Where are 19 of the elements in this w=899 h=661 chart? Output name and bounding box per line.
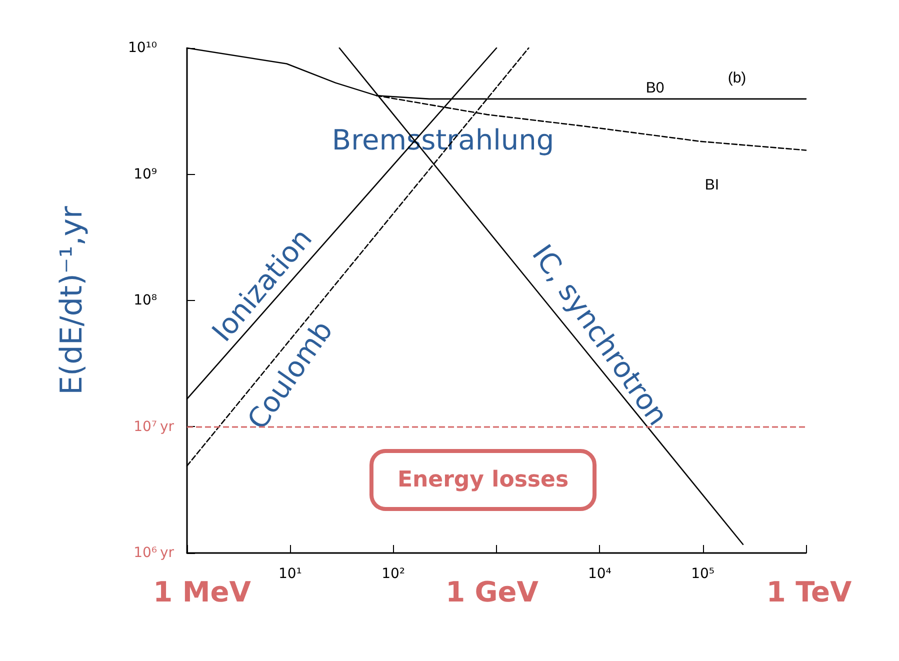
text: 1 TeV <box>766 576 852 608</box>
x-tick-label: 10⁴ <box>588 566 612 582</box>
x-tick-label: 10⁵ <box>691 566 715 582</box>
annotation: (b) <box>728 70 746 86</box>
y-tick-label: 10¹⁰ <box>128 40 158 56</box>
x-tick-label: 10² <box>382 566 406 582</box>
y-tick-label: 10⁶ <box>134 545 158 561</box>
text: 1 MeV <box>153 576 252 608</box>
x-tick-label: 10¹ <box>278 566 302 582</box>
annotation: BI <box>704 176 720 194</box>
y-axis-title: E(dE/dt)⁻¹,yr <box>54 205 90 395</box>
text: 1 GeV <box>446 576 539 608</box>
text: yr <box>160 545 174 561</box>
y-tick-label: 10⁸ <box>134 292 158 308</box>
annotation: B0 <box>646 80 664 96</box>
text: yr <box>160 419 174 435</box>
y-tick-label: 10⁷ <box>134 418 157 435</box>
annotation: Energy losses <box>397 468 569 492</box>
y-tick-label: 10⁹ <box>134 166 158 182</box>
